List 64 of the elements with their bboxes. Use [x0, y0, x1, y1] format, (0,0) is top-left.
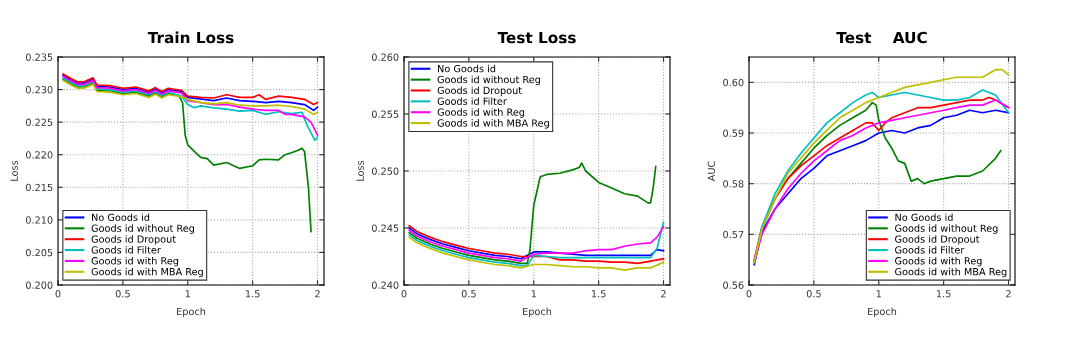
- chart-title: Test AUC: [836, 31, 927, 44]
- legend-label: Goods id Filter: [895, 246, 965, 254]
- y-tick-label: 0.58: [723, 180, 744, 188]
- y-tick-label: 0.240: [371, 281, 399, 289]
- y-tick-label: 0.245: [371, 224, 399, 232]
- legend-label: Goods id with MBA Reg: [895, 267, 1007, 278]
- y-axis-title: Loss: [10, 160, 18, 181]
- x-tick-label: 1.5: [936, 290, 951, 298]
- legend-label: Goods id with Reg: [91, 256, 179, 267]
- y-tick-label: 0.57: [723, 230, 744, 239]
- chart-title: Test Loss: [497, 31, 576, 44]
- y-tick-label: 0.200: [25, 281, 53, 289]
- chart-title: Train Loss: [147, 31, 234, 44]
- x-tick-label: 0: [746, 290, 752, 298]
- y-axis-title: AUC: [707, 161, 716, 182]
- y-tick-label: 0.220: [25, 151, 53, 159]
- x-tick-label: 0.5: [461, 290, 476, 298]
- x-tick-label: 1: [185, 290, 190, 298]
- y-tick-label: 0.205: [25, 248, 53, 257]
- line-series: [62, 78, 312, 233]
- y-tick-label: 0.255: [371, 110, 399, 118]
- legend-label: Goods id without Reg: [895, 224, 998, 234]
- x-tick-label: 2: [1006, 290, 1011, 298]
- x-tick-label: 0.5: [115, 290, 130, 298]
- legend-label: Goods id without Reg: [91, 224, 194, 234]
- legend-label: No Goods id: [92, 213, 150, 221]
- legend-label: Goods id with MBA Reg: [437, 119, 549, 129]
- x-tick-label: 0.5: [806, 290, 821, 298]
- line-series: [408, 162, 657, 265]
- x-axis-title: Epoch: [177, 307, 206, 318]
- legend-label: No Goods id: [438, 64, 496, 73]
- x-tick-label: 0: [401, 290, 407, 298]
- y-tick-label: 0.225: [25, 118, 53, 126]
- y-tick-label: 0.215: [25, 183, 53, 192]
- legend-label: Goods id with Reg: [895, 256, 982, 267]
- x-tick-label: 1: [876, 290, 881, 298]
- y-tick-label: 0.210: [25, 216, 53, 224]
- line-series: [408, 236, 665, 272]
- y-tick-label: 0.60: [723, 78, 744, 87]
- y-tick-label: 0.56: [723, 281, 744, 289]
- y-tick-label: 0.260: [371, 53, 399, 61]
- x-tick-label: 0: [55, 290, 61, 298]
- legend-label: Goods id Filter: [91, 246, 161, 254]
- legend-label: Goods id without Reg: [437, 75, 540, 86]
- y-tick-label: 0.250: [371, 167, 399, 175]
- y-tick-label: 0.230: [25, 86, 53, 94]
- x-axis-title: Epoch: [868, 307, 897, 318]
- legend-label: Goods id with MBA Reg: [91, 267, 203, 278]
- legend-label: Goods id Dropout: [895, 235, 980, 245]
- line-series: [62, 73, 319, 106]
- y-tick-label: 0.59: [723, 129, 744, 137]
- legend-label: Goods id Filter: [437, 97, 507, 105]
- x-tick-label: 1.5: [245, 290, 260, 298]
- legend-label: Goods id with Reg: [437, 108, 525, 118]
- x-tick-label: 2: [661, 290, 666, 298]
- y-axis-title: Loss: [356, 160, 364, 181]
- legend-label: Goods id Dropout: [91, 235, 176, 245]
- x-axis-title: Epoch: [523, 307, 552, 318]
- y-tick-label: 0.235: [25, 53, 53, 61]
- x-tick-label: 1: [531, 290, 536, 298]
- legend-label: Goods id Dropout: [437, 86, 522, 96]
- x-tick-label: 2: [315, 290, 320, 298]
- x-tick-label: 1.5: [591, 290, 606, 298]
- legend-label: No Goods id: [895, 213, 953, 221]
